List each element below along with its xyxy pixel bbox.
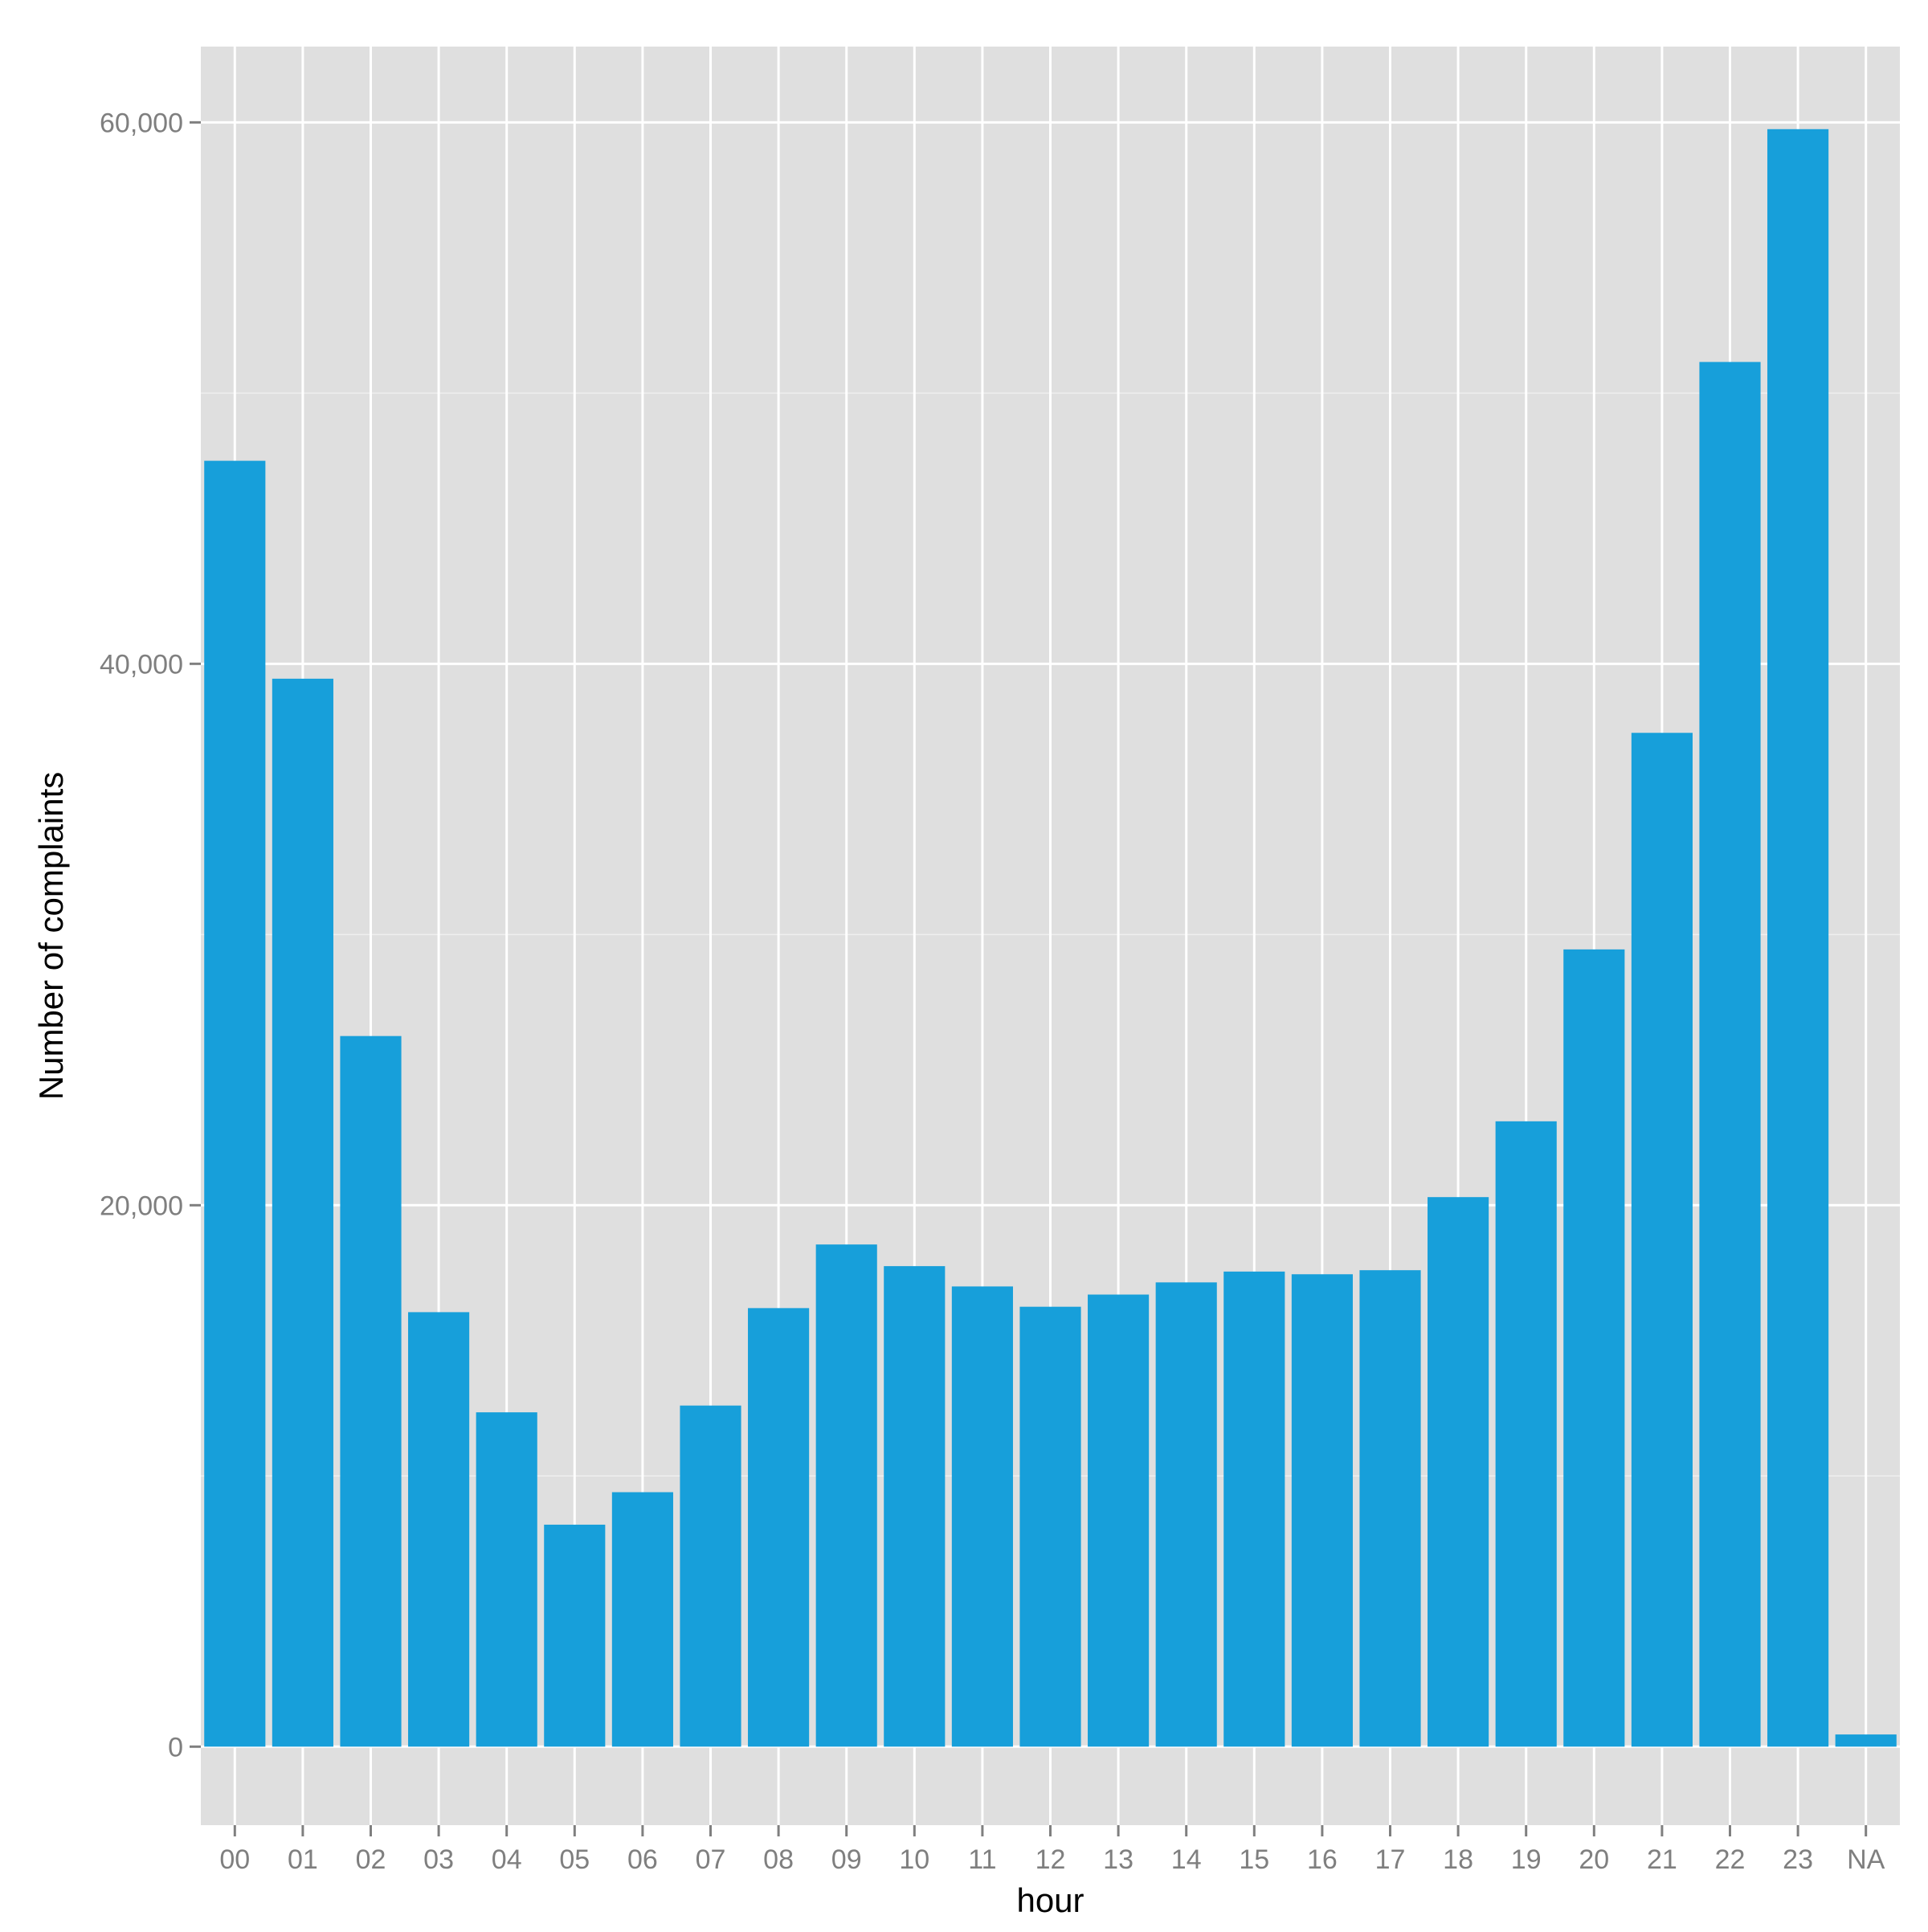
bar-09	[815, 1244, 877, 1747]
x-tick-label: 20	[1579, 1844, 1609, 1875]
x-tick-label: 10	[899, 1844, 929, 1875]
x-tick-label: 15	[1239, 1844, 1269, 1875]
x-tick-label: 05	[559, 1844, 590, 1875]
bar-05	[544, 1524, 606, 1747]
bar-13	[1088, 1294, 1150, 1747]
bar-21	[1631, 733, 1693, 1747]
y-axis-title: Number of complaints	[32, 772, 70, 1101]
x-tick-label: 22	[1715, 1844, 1746, 1875]
x-tick-label: 18	[1443, 1844, 1473, 1875]
x-tick-label: NA	[1847, 1844, 1885, 1875]
bars	[204, 129, 1897, 1747]
x-tick-label: 00	[219, 1844, 250, 1875]
x-axis-title: hour	[1016, 1881, 1084, 1919]
bar-01	[272, 678, 333, 1747]
x-tick-label: 06	[627, 1844, 658, 1875]
x-tick-label: 12	[1035, 1844, 1066, 1875]
bar-11	[951, 1286, 1013, 1747]
bar-06	[611, 1492, 673, 1747]
x-tick-label: 04	[492, 1844, 522, 1875]
bar-15	[1223, 1271, 1285, 1747]
x-tick-label: 16	[1307, 1844, 1338, 1875]
y-tick-label: 60,000	[100, 108, 183, 138]
axis-ticks: 0 20,000 40,000 60,000 00 01 02 03 04 05 06 07 08 09 1…	[100, 108, 1885, 1875]
bar-19	[1495, 1121, 1557, 1747]
y-tick-label: 20,000	[100, 1191, 183, 1221]
x-tick-label: 19	[1511, 1844, 1542, 1875]
bar-NA	[1835, 1734, 1897, 1747]
bar-20	[1563, 949, 1625, 1747]
bar-08	[748, 1308, 810, 1747]
y-tick-label: 40,000	[100, 649, 183, 680]
x-tick-label: 11	[968, 1844, 996, 1875]
bar-23	[1767, 129, 1829, 1747]
x-tick-label: 02	[356, 1844, 386, 1875]
x-tick-label: 21	[1647, 1844, 1677, 1875]
bar-02	[340, 1035, 402, 1747]
bar-10	[884, 1266, 946, 1747]
bar-07	[680, 1405, 741, 1747]
x-tick-label: 13	[1103, 1844, 1134, 1875]
bar-16	[1291, 1274, 1353, 1747]
x-tick-label: 14	[1171, 1844, 1202, 1875]
x-tick-label: 23	[1783, 1844, 1813, 1875]
x-tick-label: 03	[423, 1844, 454, 1875]
x-tick-label: 09	[831, 1844, 862, 1875]
bar-03	[408, 1312, 470, 1747]
bar-18	[1428, 1197, 1489, 1747]
x-tick-label: 08	[763, 1844, 794, 1875]
bar-14	[1155, 1282, 1217, 1747]
x-tick-label: 07	[696, 1844, 726, 1875]
bar-22	[1699, 361, 1761, 1747]
x-tick-label: 17	[1375, 1844, 1406, 1875]
bar-00	[204, 460, 266, 1747]
bar-12	[1019, 1306, 1081, 1747]
y-tick-label: 0	[168, 1732, 183, 1762]
x-tick-label: 01	[288, 1844, 318, 1875]
bar-04	[476, 1412, 537, 1747]
bar-17	[1359, 1270, 1421, 1747]
